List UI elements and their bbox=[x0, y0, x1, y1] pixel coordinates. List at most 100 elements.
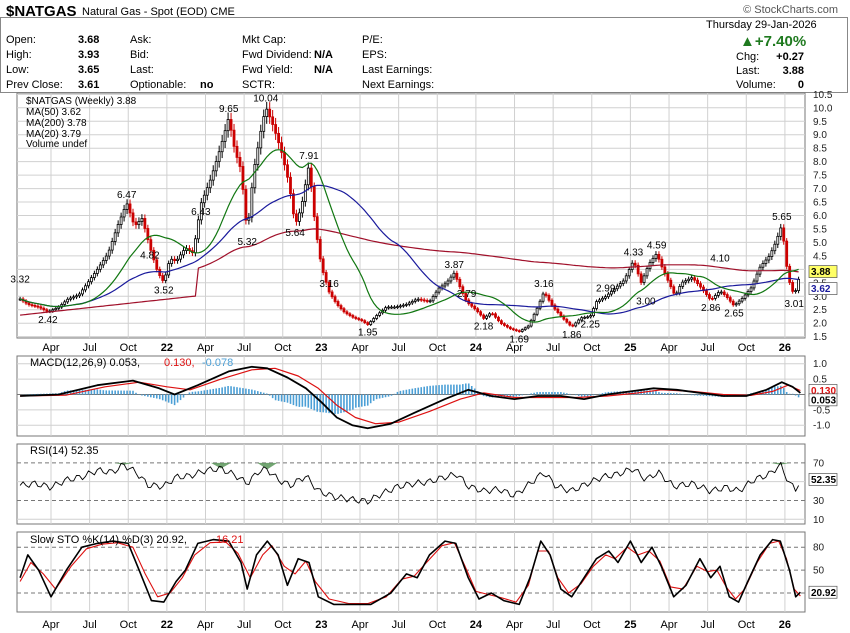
x-tick-label: 26 bbox=[779, 619, 791, 631]
candle-body bbox=[535, 307, 539, 315]
volume-value: 0 bbox=[797, 79, 804, 91]
legend-volume: Volume undef bbox=[26, 139, 87, 150]
candle-body bbox=[229, 119, 233, 131]
candle-body bbox=[98, 264, 102, 270]
candle-body bbox=[503, 323, 506, 326]
candle-body bbox=[728, 297, 732, 302]
chg-value: +0.27 bbox=[776, 51, 804, 63]
candle-body bbox=[369, 321, 373, 325]
candle-body bbox=[205, 187, 209, 196]
price-y-tick-label: 4.0 bbox=[813, 265, 827, 276]
price-annotation: 10.04 bbox=[253, 94, 278, 105]
candle-body bbox=[708, 294, 711, 299]
candle-body bbox=[624, 275, 628, 282]
candle-body bbox=[232, 129, 236, 147]
candle-body bbox=[470, 303, 474, 307]
candle-body bbox=[170, 258, 174, 264]
price-x-tick-label: Oct bbox=[738, 342, 755, 354]
last-label-mid: Last: bbox=[130, 64, 154, 76]
candle-body bbox=[315, 216, 319, 240]
candle-body bbox=[669, 279, 673, 288]
candle-body bbox=[598, 299, 601, 302]
price-y-tick-label: 8.5 bbox=[813, 144, 827, 155]
high-label: High: bbox=[6, 49, 32, 61]
candle-body bbox=[333, 296, 337, 302]
candle-body bbox=[788, 265, 792, 283]
candle-body bbox=[410, 300, 414, 304]
candle-body bbox=[223, 130, 227, 142]
candle-body bbox=[500, 320, 503, 325]
sctr-label: SCTR: bbox=[242, 79, 275, 91]
macd-legend: MACD(12,26,9) 0.053, 0.130, -0.078 bbox=[30, 357, 233, 369]
macd-frame bbox=[16, 355, 806, 437]
sto-frame bbox=[16, 531, 806, 613]
candle-body bbox=[589, 315, 592, 318]
candle-body bbox=[592, 308, 595, 317]
price-annotation: 2.99 bbox=[596, 284, 616, 295]
candle-body bbox=[636, 264, 640, 275]
macd-legend-main: MACD(12,26,9) 0.053, bbox=[30, 357, 140, 369]
low-value: 3.65 bbox=[78, 64, 100, 76]
candle-body bbox=[128, 203, 132, 214]
volume-label: Volume: bbox=[736, 79, 776, 91]
price-y-tick-label: 2.0 bbox=[813, 319, 827, 330]
candle-body bbox=[185, 248, 188, 251]
candle-body bbox=[556, 308, 560, 313]
sto-legend-k: Slow STO %K(14) %D(3) 20.92, bbox=[30, 534, 187, 546]
rsi-legend: RSI(14) 52.35 bbox=[30, 445, 98, 457]
candle-body bbox=[179, 254, 182, 260]
candle-body bbox=[312, 186, 316, 218]
candle-body bbox=[737, 300, 741, 305]
candle-body bbox=[33, 304, 37, 307]
fwd-yield-label: Fwd Yield: bbox=[242, 64, 293, 76]
candle-body bbox=[440, 285, 444, 289]
candle-body bbox=[324, 272, 328, 283]
price-x-tick-label: 22 bbox=[161, 342, 173, 354]
ma200-line bbox=[20, 228, 799, 316]
candle-body bbox=[84, 285, 87, 291]
candle-body bbox=[330, 291, 334, 298]
price-annotation: 5.65 bbox=[772, 212, 792, 223]
candle-body bbox=[214, 161, 218, 172]
sto-y-tick-label: 80 bbox=[813, 543, 825, 554]
candle-body bbox=[553, 304, 557, 310]
price-x-tick-label: 26 bbox=[779, 342, 791, 354]
low-label: Low: bbox=[6, 64, 30, 76]
ma50-line bbox=[19, 184, 799, 315]
candle-body bbox=[122, 209, 126, 218]
candle-body bbox=[565, 318, 569, 323]
stockcharts-logo[interactable]: © StockCharts.com bbox=[743, 4, 838, 16]
candle-body bbox=[182, 250, 185, 256]
symbol-title: $NATGAS bbox=[6, 3, 77, 20]
candle-body bbox=[357, 318, 361, 320]
candle-body bbox=[196, 219, 200, 240]
candle-body bbox=[116, 224, 120, 234]
x-tick-label: 24 bbox=[470, 619, 483, 631]
candle-body bbox=[604, 296, 607, 299]
price-annotation: 5.32 bbox=[237, 237, 257, 248]
candle-body bbox=[461, 286, 465, 294]
candle-body bbox=[488, 313, 491, 317]
price-annotation: 3.32 bbox=[10, 275, 30, 286]
candle-body bbox=[699, 283, 702, 288]
candle-body bbox=[48, 310, 52, 313]
macd-legend-signal: 0.130, bbox=[164, 357, 195, 369]
candle-body bbox=[393, 306, 396, 309]
candle-body bbox=[666, 273, 670, 281]
candle-body bbox=[559, 312, 563, 317]
candle-body bbox=[473, 305, 477, 310]
rsi-y-tick-label: 50 bbox=[813, 477, 825, 488]
candle-body bbox=[66, 298, 70, 303]
candle-body bbox=[776, 235, 780, 245]
candle-body bbox=[571, 324, 575, 327]
candle-body bbox=[672, 286, 676, 294]
candle-body bbox=[161, 275, 165, 281]
price-x-tick-label: Jul bbox=[237, 342, 251, 354]
candle-body bbox=[419, 298, 423, 301]
candle-body bbox=[705, 290, 708, 295]
sto-value-label: 20.92 bbox=[811, 588, 836, 599]
candle-body bbox=[366, 322, 370, 325]
candle-body bbox=[211, 170, 215, 181]
x-tick-label: Apr bbox=[660, 619, 677, 631]
